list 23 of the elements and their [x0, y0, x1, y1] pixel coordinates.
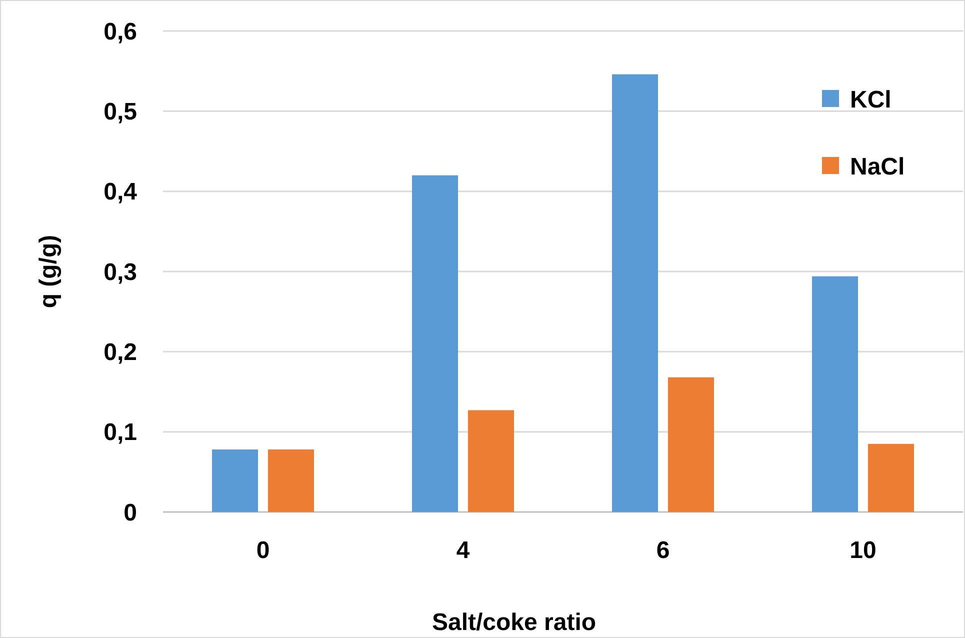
x-tick-label: 10: [850, 537, 876, 564]
legend-label: KCl: [850, 86, 892, 114]
bar: [412, 175, 458, 512]
x-axis-title: Salt/coke ratio: [432, 609, 596, 636]
bar: [612, 74, 658, 512]
bar: [668, 377, 714, 512]
x-tick-label: 0: [256, 537, 270, 564]
bar: [268, 449, 314, 512]
bar: [468, 410, 514, 512]
y-axis-title: q (g/g): [35, 234, 62, 308]
y-tick-label: 0: [124, 499, 137, 526]
bar: [812, 276, 858, 512]
y-tick-label: 0,6: [104, 18, 137, 46]
x-tick-label: 4: [456, 537, 470, 564]
y-tick-label: 0,1: [104, 419, 137, 446]
x-tick-label: 6: [656, 537, 670, 564]
legend-label: NaCl: [850, 153, 905, 180]
bar: [212, 449, 258, 512]
y-tick-label: 0,3: [104, 258, 137, 286]
y-tick-label: 0,5: [104, 98, 137, 126]
bar: [868, 444, 914, 512]
y-tick-label: 0,4: [104, 178, 138, 206]
y-tick-label: 0,2: [104, 339, 137, 366]
